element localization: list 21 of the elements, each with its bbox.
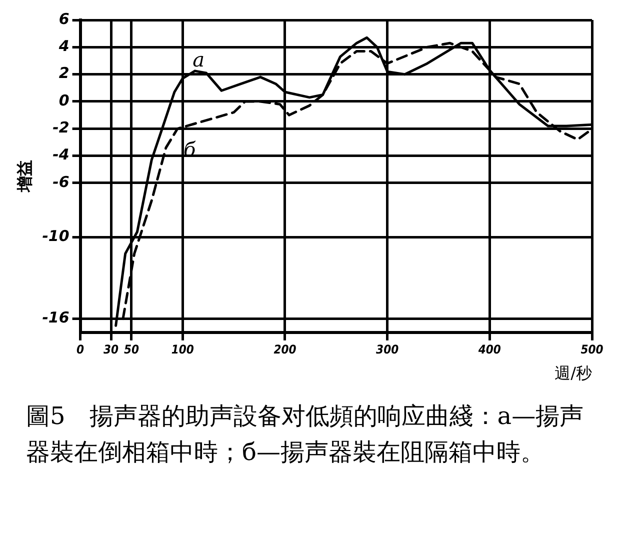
x-tick-label: 50: [124, 342, 140, 357]
y-tick-label: -6: [52, 172, 70, 191]
x-tick-label: 500: [580, 342, 604, 357]
y-tick-label: 4: [58, 37, 70, 56]
y-tick-label: 6: [58, 10, 70, 28]
series-label: a: [192, 47, 205, 72]
y-tick-label: -10: [42, 227, 70, 246]
x-tick-label: 400: [477, 342, 502, 357]
y-tick-label: 2: [58, 64, 70, 82]
x-tick-label: 200: [274, 342, 297, 357]
y-tick-label: -4: [52, 146, 70, 164]
x-axis-title: 週/秒: [554, 364, 592, 383]
y-tick-label: -16: [42, 308, 70, 327]
caption: 圖5 揚声器的助声設备对低頻的响应曲綫：a—揚声器裝在倒相箱中時；б—揚声器裝在阻隔箱中時。: [26, 401, 585, 468]
x-tick-label: 0: [76, 342, 85, 357]
x-tick-label: 300: [376, 342, 400, 357]
y-axis-title: 增益: [14, 160, 34, 194]
x-tick-label: 30: [103, 342, 119, 357]
y-tick-label: 0: [58, 91, 70, 110]
y-tick-label: -2: [52, 118, 70, 137]
x-tick-label: 100: [171, 342, 194, 357]
